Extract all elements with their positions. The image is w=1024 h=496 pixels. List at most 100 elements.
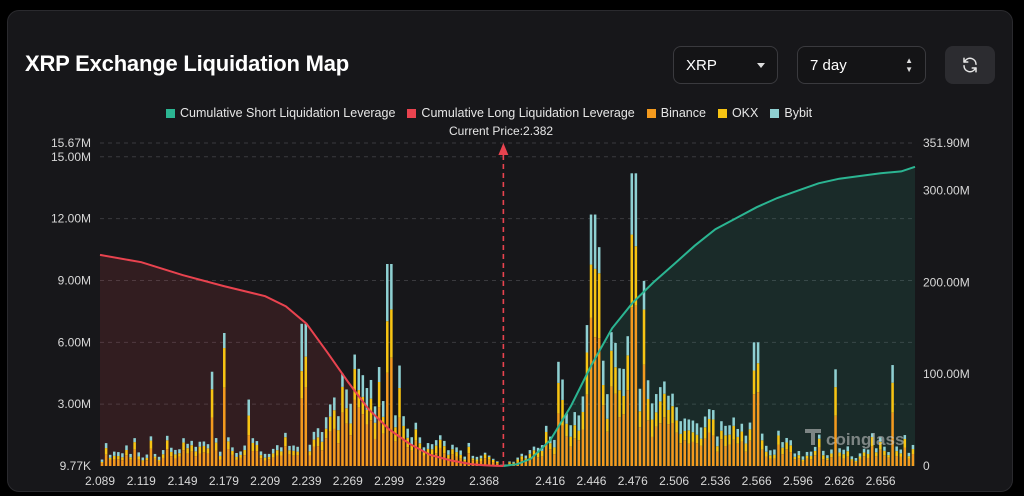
okx-bar <box>663 393 666 418</box>
legend-item-long[interactable]: Cumulative Long Liquidation Leverage <box>407 106 635 120</box>
okx-bar <box>243 450 246 456</box>
okx-bar <box>475 459 479 462</box>
binance-bar <box>210 417 214 466</box>
x-tick-label: 2.506 <box>659 474 689 488</box>
okx-bar <box>153 456 157 459</box>
binance-bar <box>870 446 874 466</box>
binance-bar <box>875 456 878 466</box>
bybit-bar <box>227 437 230 442</box>
legend-label: Binance <box>660 106 706 120</box>
binance-bar <box>887 457 890 466</box>
okx-bar <box>553 447 556 455</box>
bybit-bar <box>104 443 108 449</box>
okx-bar <box>434 445 438 454</box>
binance-bar <box>797 458 801 466</box>
okx-bar <box>654 412 658 427</box>
range-select[interactable]: 7 day ▲ ▼ <box>797 46 926 84</box>
okx-bar <box>508 462 511 464</box>
binance-bar <box>740 441 744 466</box>
okx-bar <box>377 381 381 408</box>
bybit-bar <box>198 441 202 447</box>
bybit-bar <box>247 399 250 416</box>
binance-bar <box>801 461 805 466</box>
okx-bar <box>223 348 226 388</box>
bybit-bar <box>728 425 731 435</box>
x-tick-label: 2.626 <box>824 474 854 488</box>
bybit-bar <box>528 450 532 454</box>
binance-bar <box>585 394 589 466</box>
bybit-bar <box>524 455 528 459</box>
okx-bar <box>337 430 340 444</box>
okx-bar <box>887 455 890 458</box>
bybit-bar <box>634 173 638 247</box>
binance-bar <box>186 453 189 466</box>
binance-bar <box>659 423 662 466</box>
okx-bar <box>659 401 662 424</box>
legend-label: Cumulative Long Liquidation Leverage <box>421 106 635 120</box>
bybit-bar <box>891 365 894 383</box>
okx-bar <box>724 435 727 447</box>
bybit-bar <box>113 451 116 456</box>
binance-bar <box>394 441 397 466</box>
binance-bar <box>190 451 193 466</box>
x-tick-label: 2.239 <box>291 474 321 488</box>
bybit-bar <box>190 440 193 446</box>
binance-bar <box>487 459 491 466</box>
okx-bar <box>312 439 316 447</box>
bybit-bar <box>862 448 866 453</box>
okx-bar <box>642 309 646 365</box>
bybit-bar <box>300 323 303 372</box>
okx-bar <box>618 390 621 418</box>
okx-bar <box>907 456 911 459</box>
okx-bar <box>879 441 882 450</box>
bybit-bar <box>255 441 259 445</box>
bybit-bar <box>214 438 218 443</box>
binance-bar <box>879 449 882 466</box>
bybit-bar <box>691 420 695 433</box>
bybit-bar <box>341 373 344 387</box>
okx-bar <box>296 451 299 456</box>
bybit-bar <box>903 435 907 439</box>
bybit-bar <box>724 425 727 436</box>
coin-select[interactable]: XRP <box>673 46 778 84</box>
bybit-bar <box>589 214 593 265</box>
binance-bar <box>308 455 312 466</box>
okx-bar <box>549 443 552 450</box>
bybit-bar <box>439 435 442 440</box>
bybit-bar <box>259 451 263 456</box>
legend-item-binance[interactable]: Binance <box>646 106 706 120</box>
chart-legend: Cumulative Short Liquidation Leverage Cu… <box>166 106 812 120</box>
okx-bar <box>117 456 120 460</box>
refresh-button[interactable] <box>945 46 995 84</box>
bybit-bar <box>161 450 165 455</box>
okx-bar <box>760 440 764 450</box>
okx-bar <box>732 425 735 440</box>
okx-bar <box>483 454 487 459</box>
bybit-bar <box>577 415 581 431</box>
x-tick-label: 2.119 <box>127 474 156 488</box>
bybit-bar <box>777 430 780 436</box>
legend-item-short[interactable]: Cumulative Short Liquidation Leverage <box>166 106 395 120</box>
binance-bar <box>108 459 112 466</box>
okx-bar <box>227 441 230 450</box>
bybit-bar <box>357 368 361 391</box>
binance-bar <box>231 454 234 466</box>
binance-bar <box>300 398 303 466</box>
binance-bar <box>720 439 723 466</box>
legend-item-bybit[interactable]: Bybit <box>770 106 812 120</box>
bybit-bar <box>838 448 841 453</box>
bybit-bar <box>830 449 833 454</box>
okx-bar <box>622 396 625 415</box>
binance-bar <box>748 440 752 466</box>
okx-bar <box>471 458 475 461</box>
binance-bar <box>402 439 405 466</box>
binance-bar <box>418 449 422 466</box>
okx-bar <box>349 423 352 436</box>
okx-bar <box>899 453 902 457</box>
binance-bar <box>732 439 735 466</box>
okx-bar <box>797 455 801 459</box>
binance-bar <box>524 460 528 466</box>
legend-item-okx[interactable]: OKX <box>717 106 758 120</box>
binance-bar <box>663 417 666 466</box>
binance-bar <box>198 453 202 466</box>
